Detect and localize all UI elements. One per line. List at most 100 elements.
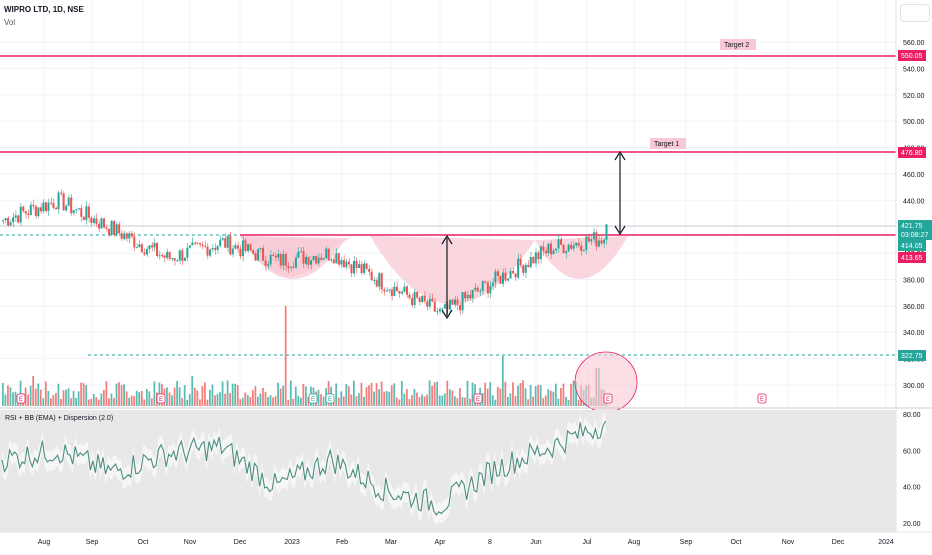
chart-settings-button[interactable] — [900, 4, 930, 22]
volume-bar — [464, 397, 466, 406]
volume-bar — [466, 380, 469, 406]
volume-bar — [19, 380, 22, 406]
volume-bar — [355, 396, 358, 406]
candle-body — [219, 239, 222, 246]
volume-bar — [416, 392, 418, 406]
earnings-marker-icon[interactable]: E — [308, 393, 318, 404]
candle-body — [484, 281, 487, 283]
candle-body — [204, 245, 207, 247]
volume-bar — [350, 394, 353, 406]
volume-bar — [491, 395, 494, 406]
time-tick-label: Mar — [385, 539, 398, 546]
candle-body — [481, 281, 484, 291]
candle-body — [552, 250, 555, 255]
volume-bar — [257, 396, 259, 406]
target1-annotation[interactable]: Target 1 — [650, 138, 686, 149]
volume-bar — [522, 380, 524, 406]
volume-bar — [577, 399, 580, 406]
volume-bar — [92, 394, 95, 406]
candle-body — [438, 308, 441, 312]
candle-body — [198, 243, 201, 245]
head-depth-arrow — [441, 234, 453, 320]
earnings-marker-icon[interactable]: E — [603, 393, 613, 404]
candle-body — [183, 257, 186, 261]
candle-body — [259, 248, 262, 250]
volume-bar — [385, 391, 388, 406]
volume-bar — [267, 397, 269, 406]
candle-body — [317, 257, 320, 264]
volume-bar — [39, 389, 42, 406]
candle-body — [342, 260, 345, 268]
candle-body — [14, 215, 17, 218]
last-price-text: 421.75 — [901, 223, 923, 230]
volume-bar — [365, 387, 368, 406]
volume-bar — [378, 389, 380, 406]
volume-bar — [560, 388, 562, 406]
earnings-marker-icon[interactable]: E — [757, 393, 767, 404]
time-tick-label: Sep — [680, 539, 693, 546]
candle-body — [80, 208, 83, 217]
candle-body — [519, 258, 522, 266]
volume-bar — [65, 389, 67, 406]
volume-bar — [529, 384, 532, 406]
candle-body — [549, 243, 552, 255]
price-axis[interactable]: 560.00540.00520.00500.00480.00460.00440.… — [903, 40, 925, 390]
volume-bar — [262, 387, 264, 406]
symbol-title[interactable]: WIPRO LTD, 1D, NSE — [4, 5, 84, 14]
candle-body — [496, 271, 499, 276]
volume-bar — [198, 399, 201, 406]
volume-bar — [62, 390, 65, 406]
candle-body — [12, 217, 15, 223]
candle-body — [501, 272, 504, 284]
earnings-marker-icon[interactable]: E — [325, 393, 335, 404]
candle-body — [489, 285, 492, 294]
target2-annotation[interactable]: Target 2 — [720, 39, 756, 50]
candle-body — [507, 278, 510, 281]
rsi-indicator-title[interactable]: RSI + BB (EMA) + Dispersion (2.0) — [5, 415, 114, 422]
volume-bar — [32, 376, 35, 406]
volume-bar — [168, 392, 171, 406]
volume-bar — [570, 383, 572, 406]
rsi-axis[interactable]: 80.00 60.00 40.00 20.00 — [903, 412, 921, 528]
volume-bar — [317, 389, 320, 406]
volume-bar — [360, 382, 363, 406]
candle-body — [529, 256, 532, 268]
candle-body — [231, 248, 234, 255]
volume-bar — [118, 382, 120, 406]
volume-bar — [269, 395, 272, 406]
candle-body — [264, 260, 267, 266]
volume-bar — [287, 399, 290, 406]
candle-body — [373, 279, 376, 281]
price-tick-label: 300.00 — [903, 383, 925, 390]
candle-body — [395, 286, 398, 292]
earnings-marker-icon[interactable]: E — [156, 393, 166, 404]
volume-bar — [143, 399, 146, 406]
candle-body — [332, 259, 335, 264]
volume-bar — [307, 396, 310, 406]
candle-body — [206, 246, 209, 256]
candle-body — [486, 282, 489, 294]
volume-legend: Vol — [4, 18, 16, 27]
volume-bar — [34, 388, 37, 406]
price-candles[interactable] — [2, 189, 608, 316]
candle-body — [87, 206, 90, 218]
candle-body — [161, 255, 164, 257]
volume-bar — [113, 397, 115, 406]
candle-body — [201, 244, 204, 246]
time-tick-label: Jul — [583, 539, 592, 546]
earnings-marker-icon[interactable]: E — [473, 393, 483, 404]
candle-body — [307, 256, 310, 265]
candle-body — [236, 245, 239, 249]
time-axis[interactable]: Aug Sep Oct Nov Dec 2023 Feb Mar Apr 8 Jun Jul Aug Se… — [38, 539, 894, 546]
candle-body — [299, 251, 302, 253]
candle-body — [325, 248, 328, 259]
volume-bar — [181, 398, 184, 406]
candle-body — [110, 220, 113, 236]
candle-body — [249, 244, 252, 251]
candle-body — [570, 244, 573, 249]
earnings-marker-icon[interactable]: E — [16, 393, 26, 404]
volume-bar — [188, 394, 191, 406]
